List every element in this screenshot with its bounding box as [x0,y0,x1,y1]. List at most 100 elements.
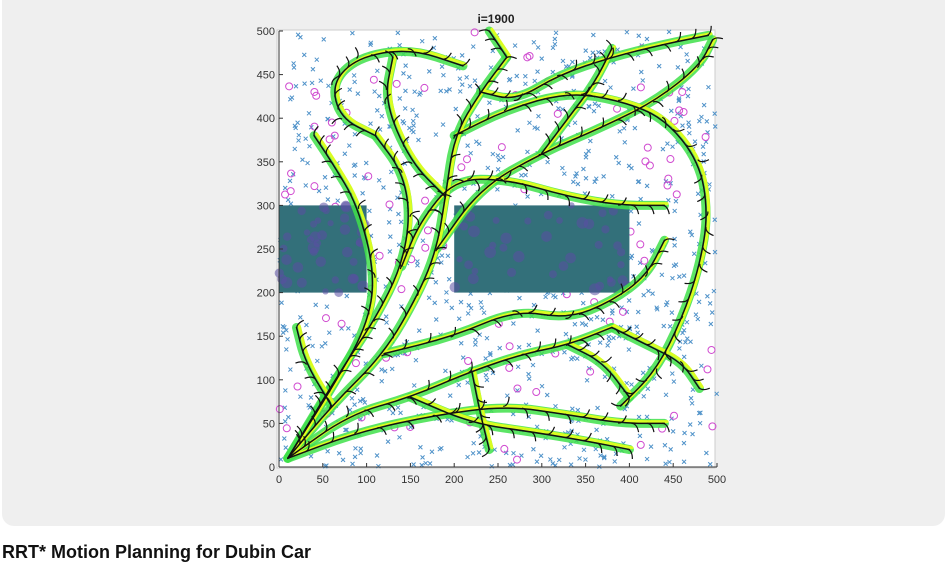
sample-cross [691,251,697,257]
sample-circle [707,345,716,354]
tree-twig [705,25,712,37]
sample-cross [654,306,660,312]
sample-cross [700,144,706,149]
tree-twig [512,310,523,317]
sample-circle [497,143,506,152]
sample-cross [602,374,608,380]
sample-cross [687,130,692,136]
tree-twig [609,47,614,59]
sample-circle [505,342,514,351]
y-tick-label: 300 [257,200,275,212]
sample-cross [293,83,299,89]
tree-twig [336,65,341,78]
tree-twig [345,56,350,69]
obstacle-sample [281,277,293,289]
sample-cross [398,410,403,416]
sample-cross [298,394,303,400]
tree-twig [693,174,703,184]
tree-twig [698,386,711,391]
sample-cross [360,396,366,402]
tree-twig [684,279,696,285]
sample-circle [421,196,430,205]
sample-cross [376,463,381,469]
tree-twig [565,310,575,319]
sample-cross [646,288,651,294]
tree-twig [644,338,656,346]
sample-cross [379,113,385,119]
video-preview-card[interactable]: i=1900 0 50 100 150 200 250 300 350 400 450 500 0 5… [2,0,945,526]
sample-cross [683,339,688,345]
tree-twig [601,356,613,363]
sample-cross [460,355,466,360]
sample-circle [330,131,339,140]
tree-twig [581,409,591,418]
tree-twig [389,51,399,60]
sample-cross [415,262,420,268]
y-tick-label: 500 [257,26,275,38]
sample-circle [275,405,284,414]
tree-twig [313,125,319,138]
sample-cross [672,208,678,214]
tree-twig [706,46,719,51]
sample-circle [421,243,430,252]
tree-twig [412,284,419,296]
sample-cross [417,92,422,97]
sample-cross [440,122,446,127]
tree-branch-highlight [388,53,450,197]
tree-twig [393,114,401,126]
sample-cross [608,85,613,90]
sample-cross [300,157,305,163]
tree-twig [503,396,510,407]
sample-cross [676,98,682,104]
tree-twig [667,354,672,367]
tree-twig [711,37,724,42]
sample-cross [682,430,687,436]
sample-cross [456,316,462,322]
sample-cross [569,406,575,412]
sample-cross [420,455,425,460]
sample-cross [426,295,432,301]
sample-circle [287,169,296,178]
tree-twig [469,328,480,336]
sample-circle [500,444,509,453]
tree-twig [644,265,648,277]
y-tick-label: 150 [257,331,275,343]
tree-twig [400,161,413,166]
sample-cross [402,106,408,111]
sample-cross [465,454,470,460]
obstacle-sample [296,277,307,288]
y-tick-label: 250 [257,244,275,256]
sample-circle [369,75,378,84]
tree-twig [407,48,417,57]
sample-cross [468,150,474,156]
sample-cross [363,160,369,166]
tree-twig [690,28,697,40]
sample-cross [596,49,601,55]
sample-cross [686,86,691,92]
tree-twig [376,295,384,306]
tree-twig [543,98,554,106]
tree-edge [488,30,508,58]
tree-twig [481,447,490,458]
sample-cross [598,453,603,458]
sample-circle [457,163,466,172]
tree-twig [643,48,653,57]
sample-cross [665,141,670,146]
sample-cross [485,165,491,171]
sample-cross [562,349,567,355]
sample-cross [323,185,329,191]
tree-twig [504,170,512,180]
sample-cross [483,372,489,378]
sample-cross [291,61,296,66]
sample-cross [575,181,581,187]
sample-circle [679,107,688,116]
obstacle-sample [543,210,553,220]
obstacle-sample [601,225,610,234]
tree-twig [393,150,399,163]
sample-cross [321,37,327,42]
sample-cross [398,219,404,225]
video-title[interactable]: RRT* Motion Planning for Dubin Car [2,542,311,562]
tree-twig [521,407,529,418]
x-tick-label: 500 [708,474,726,486]
tree-twig [478,29,491,33]
